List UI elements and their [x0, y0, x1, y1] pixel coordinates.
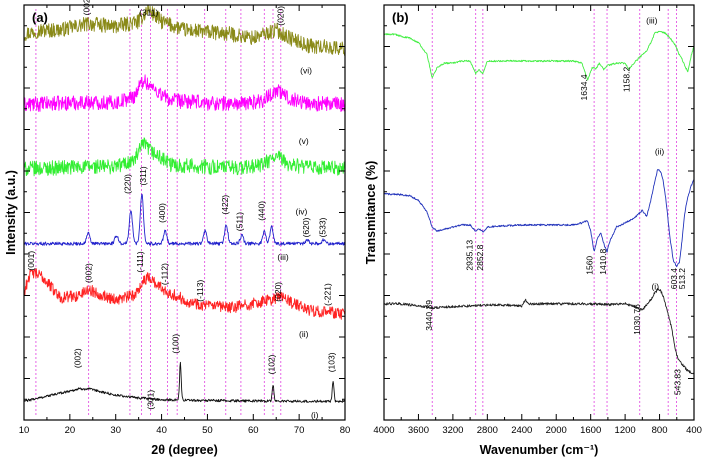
peak-label: (-113) — [195, 280, 205, 302]
peak-label: (001) — [26, 251, 36, 271]
peak-label: (002) — [72, 348, 82, 368]
peak-label: (511) — [234, 212, 244, 231]
peak-label: (103) — [326, 352, 336, 372]
peak-label: (v) — [299, 136, 309, 146]
x-tick-label: 800 — [652, 425, 668, 436]
x-tick-label: 40 — [156, 425, 167, 436]
peak-label: 1158.2 — [621, 67, 631, 93]
x-tick-label: 10 — [19, 425, 30, 436]
peak-label: (-112) — [160, 263, 170, 285]
peak-label: (iv) — [296, 207, 308, 217]
x-tick-label: 20 — [65, 425, 76, 436]
peak-label: (i) — [311, 410, 319, 420]
x-tick-label: 2800 — [477, 425, 498, 436]
peak-label: (020) — [276, 6, 286, 26]
panel-a-chart: 10 20 30 40 50 60 70 80 2θ (degree) Intensity (a.… — [4, 0, 350, 457]
peak-label: (311) — [139, 7, 158, 17]
peak-label: (620) — [301, 217, 311, 237]
peak-label: (422) — [220, 195, 230, 215]
peak-label: (002) — [83, 263, 93, 283]
x-tick-label: 3200 — [442, 425, 463, 436]
x-tick-label: 60 — [248, 425, 259, 436]
peak-label: 2935.13 — [464, 240, 474, 271]
peak-label: 603.4 — [669, 268, 679, 290]
series-line-a-6 — [24, 361, 346, 403]
peak-label: (400) — [157, 203, 167, 223]
y-axis-title: Intensity (a.u.) — [4, 170, 18, 255]
series-line-b-2 — [383, 169, 695, 268]
peak-label: 1410.8 — [598, 248, 608, 274]
peak-label: (-111) — [135, 251, 145, 273]
x-tick-label: 30 — [110, 425, 121, 436]
series-line-a-1 — [23, 4, 346, 56]
peak-label: 1560 — [584, 256, 594, 275]
peak-label: (301) — [145, 390, 155, 410]
peak-label: (440) — [256, 201, 266, 221]
panel-b-chart: 4000 3600 3200 2800 2400 2000 1600 1200 800 400 Wa… — [364, 4, 702, 457]
x-tick-label: 1600 — [580, 425, 601, 436]
y-axis-title: Transmitance (%) — [364, 161, 378, 265]
peak-label: (iii) — [277, 252, 288, 262]
x-tick-label: 1200 — [615, 425, 636, 436]
peak-label: (iii) — [646, 16, 657, 26]
peak-label: (533) — [318, 217, 328, 237]
peak-label: (i) — [651, 281, 659, 291]
peak-label: (102) — [266, 354, 276, 374]
peak-label: (ii) — [299, 329, 309, 339]
x-tick-label: 400 — [686, 425, 702, 436]
x-tick-label: 3600 — [408, 425, 429, 436]
series-line-a-3 — [23, 137, 346, 177]
x-tick-label: 2000 — [546, 425, 567, 436]
x-axis-title: Wavenumber (cm⁻¹) — [480, 443, 599, 457]
series-line-a-4 — [23, 193, 346, 246]
peak-label: 2852.8 — [475, 244, 485, 270]
series-line-a-2 — [23, 74, 346, 112]
peak-label: 3440.39 — [424, 300, 434, 331]
peak-label: 543.83 — [673, 369, 683, 395]
peak-label: 1634.4 — [579, 74, 589, 100]
peak-label: (vi) — [300, 65, 312, 75]
panel-label: (b) — [392, 10, 409, 25]
series-line-b-1 — [383, 30, 695, 81]
peak-label: (100) — [171, 334, 181, 354]
peak-label: 513.2 — [677, 268, 687, 290]
x-tick-label: 80 — [340, 425, 351, 436]
peak-label: (020) — [273, 282, 283, 302]
panel-label: (a) — [32, 10, 48, 25]
peak-label: 1030.76 — [632, 304, 642, 335]
x-tick-label: 50 — [202, 425, 213, 436]
peak-label: (002) — [82, 0, 92, 15]
series-line-b-3 — [383, 287, 695, 375]
x-axis-title: 2θ (degree) — [151, 443, 218, 457]
peak-label: (ii) — [655, 146, 665, 156]
x-tick-label: 70 — [294, 425, 305, 436]
x-tick-label: 4000 — [373, 425, 394, 436]
peak-label: (220) — [122, 174, 132, 194]
peak-label: (311) — [138, 166, 148, 185]
series-line-a-5 — [23, 268, 346, 320]
x-tick-label: 2400 — [511, 425, 532, 436]
peak-label: (-221) — [322, 283, 332, 306]
